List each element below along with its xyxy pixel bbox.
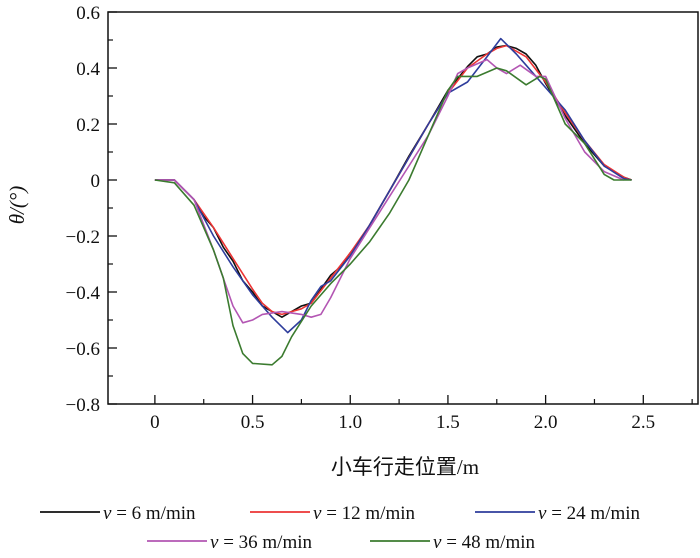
y-tick-label: 0.2 (76, 115, 100, 136)
legend-label: v = 48 m/min (433, 532, 536, 553)
x-tick-label: 0.5 (241, 412, 265, 433)
x-axis-label: 小车行走位置/m (331, 455, 479, 479)
legend-label: v = 6 m/min (103, 503, 196, 524)
x-tick-label: 2.0 (534, 412, 558, 433)
series-line-1 (154, 44, 632, 316)
x-tick-label: 2.5 (631, 412, 655, 433)
legend-label: v = 36 m/min (210, 532, 313, 553)
y-tick-label: −0.2 (66, 227, 100, 248)
x-tick-label: 1.0 (338, 412, 362, 433)
series-line-3 (154, 58, 625, 324)
x-tick-label: 0 (150, 412, 160, 433)
legend: v = 6 m/min v = 12 m/min v = 24 m/min v = 3… (40, 503, 641, 553)
y-axis-label: θ/(°) (5, 186, 29, 225)
x-tick-label: 1.5 (436, 412, 460, 433)
series-line-0 (154, 44, 632, 318)
y-tick-label: −0.6 (66, 339, 100, 360)
legend-label: v = 12 m/min (313, 503, 416, 524)
y-tick-label: 0 (91, 171, 101, 192)
y-tick-label: 0.4 (76, 59, 100, 80)
y-tick-label: −0.8 (66, 395, 100, 416)
legend-label: v = 24 m/min (538, 503, 641, 524)
y-tick-label: −0.4 (66, 283, 101, 304)
y-tick-label: 0.6 (76, 3, 100, 24)
series-line-4 (154, 67, 632, 366)
